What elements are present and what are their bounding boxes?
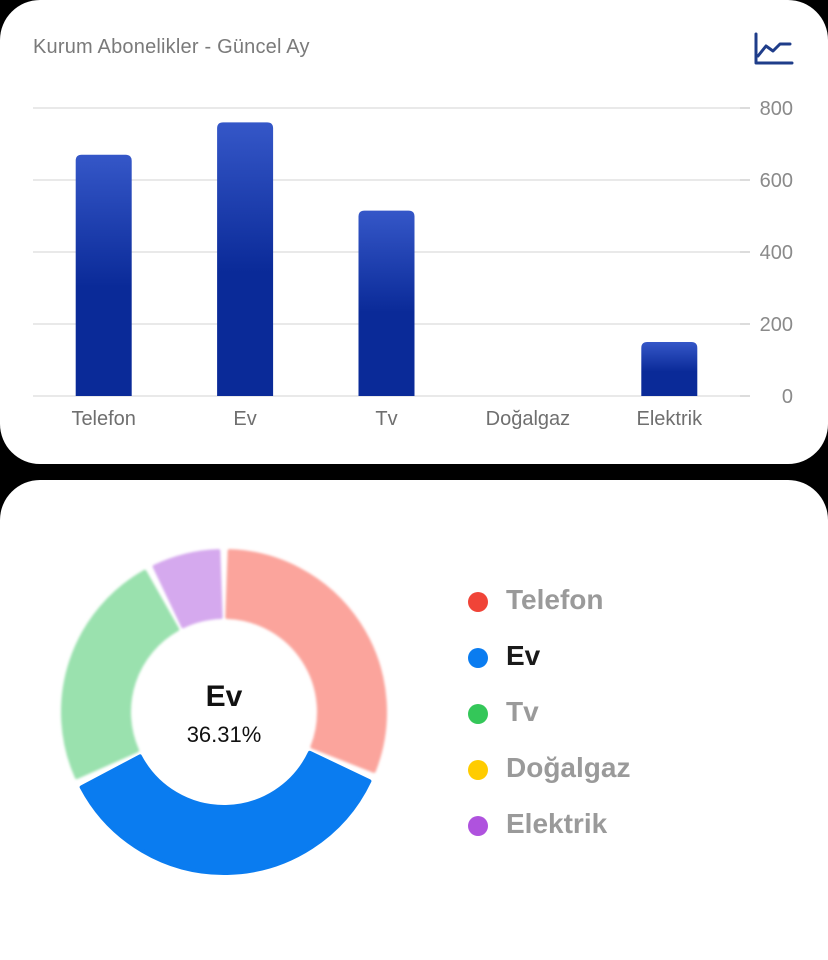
donut-chart: Ev 36.31% [61,549,387,875]
y-tick-label: 600 [760,170,793,192]
bar-chart-card: Kurum Abonelikler - Güncel Ay Telefon Ev T… [0,0,828,464]
x-tick-label: Elektrik [637,408,704,430]
chart-title: Kurum Abonelikler - Güncel Ay [33,36,310,58]
y-tick-label: 800 [760,98,793,120]
x-tick-label: Telefon [71,408,136,430]
legend-label: Ev [506,640,541,671]
bar-chart: Telefon Ev Tv Doğalgaz Elektrik 0 200 400 600 80… [33,98,793,430]
bar-elektrik[interactable] [641,342,698,396]
slice-telefon[interactable] [225,549,387,773]
y-tick-label: 400 [760,242,793,264]
donut-center-label: Ev [206,680,243,713]
bar-ev[interactable] [217,122,274,397]
bar-tv[interactable] [358,210,415,396]
donut-chart-card: Ev 36.31% [0,480,828,960]
y-tick-label: 200 [760,314,793,336]
legend-dot [468,816,488,836]
donut-center-value: 36.31% [187,722,262,747]
legend-label: Doğalgaz [506,752,631,783]
slice-tv[interactable] [61,569,180,780]
legend-dot [468,648,488,668]
legend-dot [468,592,488,612]
x-tick-label: Ev [233,408,256,430]
legend-label: Tv [506,696,539,727]
legend-dot [468,760,488,780]
x-tick-label: Tv [375,408,397,430]
slice-elektrik[interactable] [152,549,223,629]
line-chart-icon[interactable] [752,30,794,68]
legend-label: Elektrik [506,808,608,839]
bar-telefon[interactable] [75,154,132,396]
slice-ev[interactable] [79,750,372,875]
x-tick-label: Doğalgaz [486,408,571,430]
legend-label: Telefon [506,584,604,615]
y-tick-label: 0 [782,386,793,408]
legend-dot [468,704,488,724]
